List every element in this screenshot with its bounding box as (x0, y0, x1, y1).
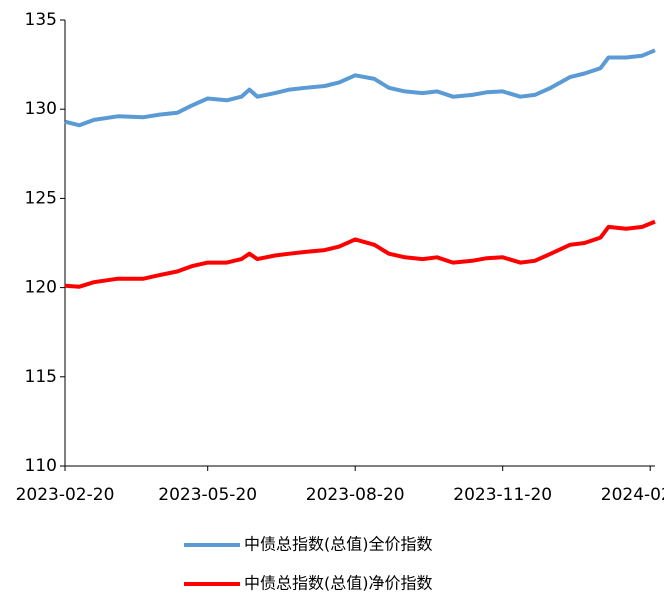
x-tick-label: 2023-05-20 (158, 485, 257, 505)
x-tick-label: 2024-02-20 (601, 485, 664, 505)
y-tick-label: 115 (25, 367, 57, 387)
x-tick-label: 2023-11-20 (453, 485, 552, 505)
y-tick-label: 125 (25, 188, 57, 208)
y-tick-label: 110 (25, 456, 57, 476)
series-line (64, 48, 656, 128)
y-tick-label: 130 (25, 99, 57, 119)
y-tick-label: 135 (25, 10, 57, 30)
series-line (64, 219, 656, 289)
x-tick-label: 2023-02-20 (16, 485, 115, 505)
legend-label: 中债总指数(总值)全价指数 (244, 535, 433, 554)
y-tick-label: 120 (25, 278, 57, 298)
legend-label: 中债总指数(总值)净价指数 (244, 574, 433, 593)
x-tick-label: 2023-08-20 (306, 485, 405, 505)
